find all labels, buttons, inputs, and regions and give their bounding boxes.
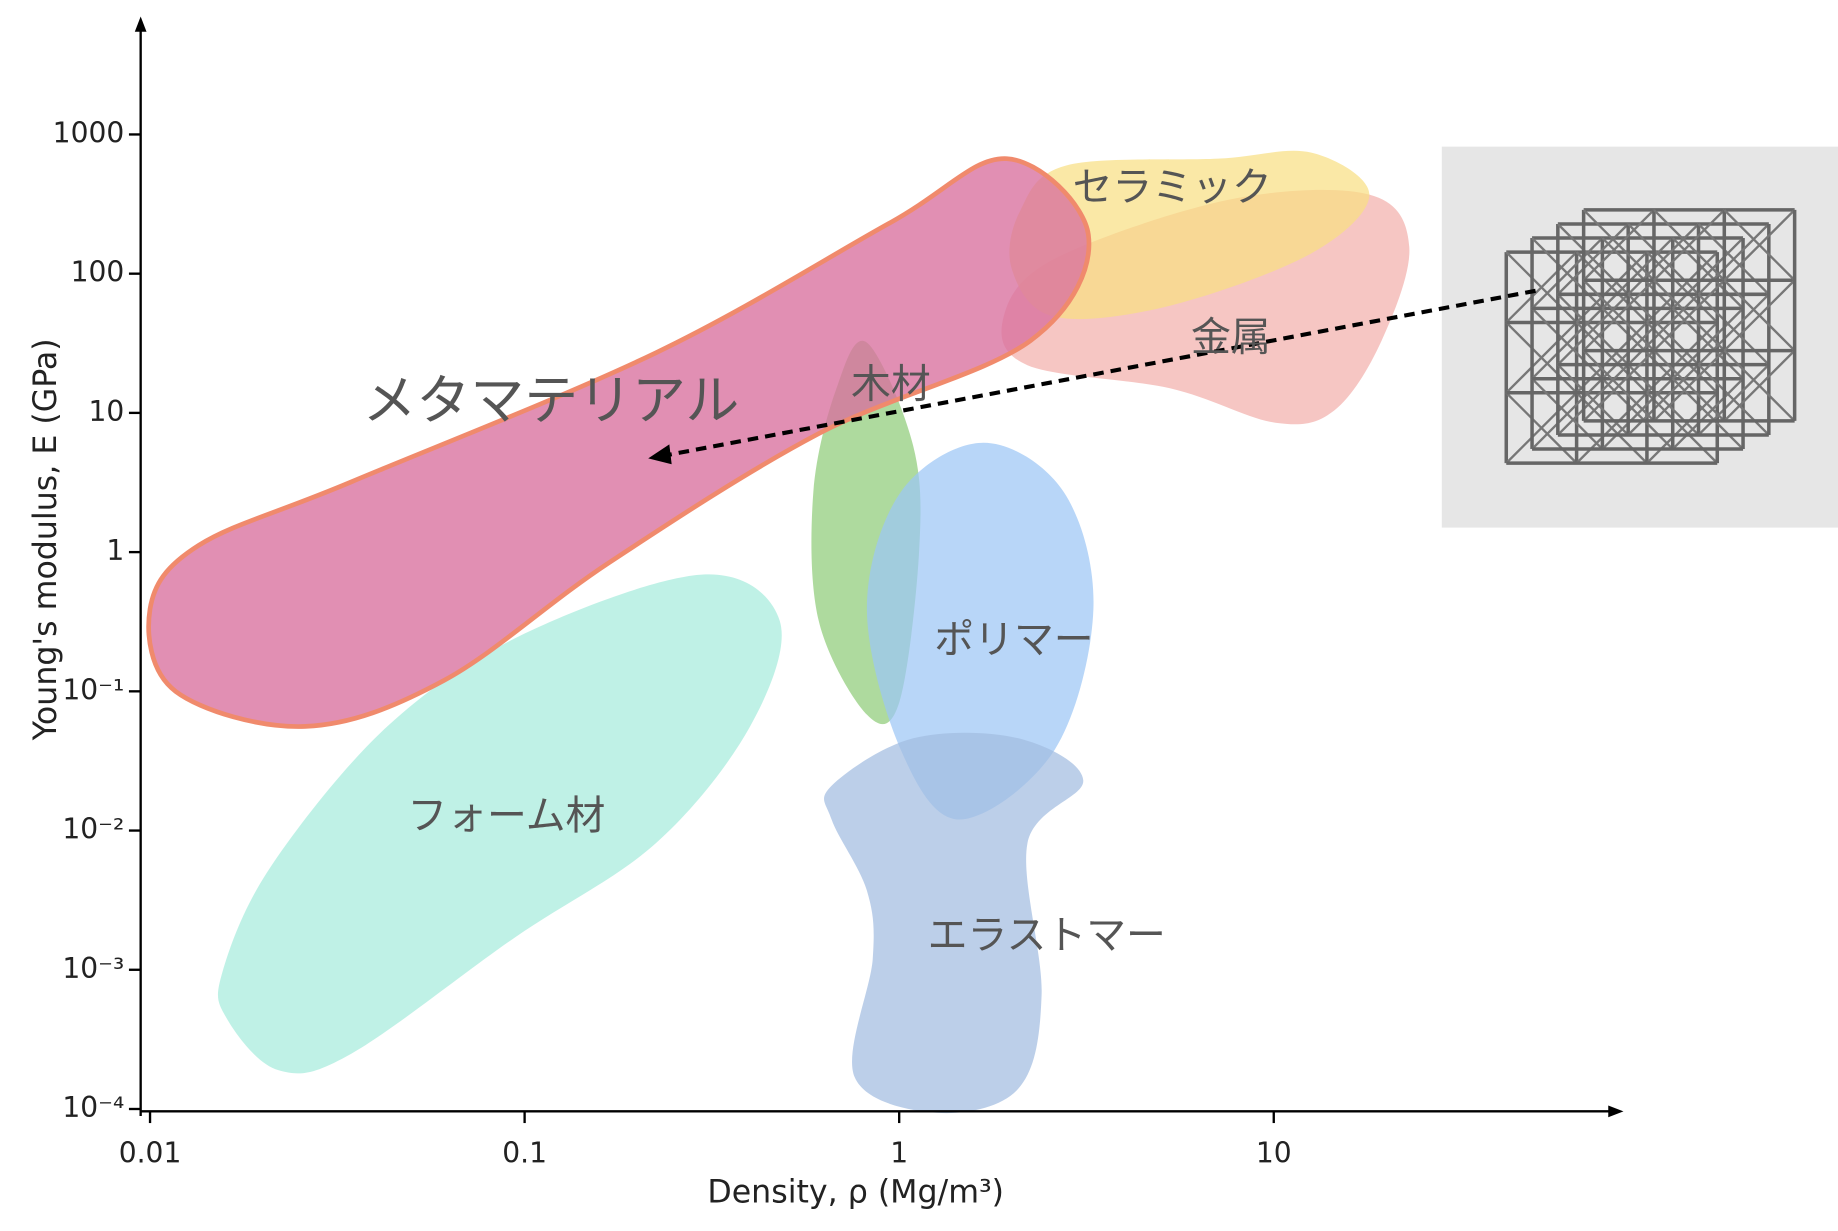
x-tick-label: 0.01 xyxy=(119,1137,182,1170)
region-label: 金属 xyxy=(1191,315,1271,361)
lattice-strut xyxy=(1582,349,1655,422)
lattice-strut xyxy=(1531,307,1604,380)
lattice-strut xyxy=(1671,377,1744,450)
y-tick-label: 10⁻⁴ xyxy=(62,1091,124,1124)
lattice-strut xyxy=(1653,209,1726,282)
region-label: メタマテリアル xyxy=(363,369,740,432)
y-tick-label: 10⁻² xyxy=(62,813,124,846)
region-label: セラミック xyxy=(1073,164,1272,210)
region xyxy=(866,442,1094,820)
region xyxy=(217,574,782,1074)
lattice-strut xyxy=(1671,307,1744,380)
regions xyxy=(146,150,1410,1114)
lattice-strut xyxy=(1627,293,1700,366)
lattice-strut xyxy=(1582,209,1655,282)
x-tick-label: 1 xyxy=(890,1137,908,1170)
y-tick-label: 1000 xyxy=(53,116,125,149)
lattice-strut xyxy=(1697,223,1770,296)
y-tick-label: 100 xyxy=(71,256,125,289)
x-axis-arrow xyxy=(1608,1105,1624,1118)
y-tick-label: 10 xyxy=(88,395,124,428)
lattice-strut xyxy=(1531,377,1604,450)
region xyxy=(824,732,1084,1114)
region-label: 木材 xyxy=(851,361,931,407)
y-axis-arrow xyxy=(134,16,147,32)
lattice-photo xyxy=(1441,146,1838,528)
lattice-strut xyxy=(1697,363,1770,436)
lattice-strut xyxy=(1723,279,1796,352)
lattice-strut xyxy=(1627,223,1700,296)
lattice-strut xyxy=(1671,237,1744,310)
lattice-strut xyxy=(1557,293,1630,366)
lattice-strut xyxy=(1575,251,1648,324)
x-tick-label: 0.1 xyxy=(502,1137,547,1170)
lattice-strut xyxy=(1557,223,1630,296)
region xyxy=(1009,150,1370,320)
pointer-arrow xyxy=(667,288,1536,457)
region-label: フォーム材 xyxy=(407,793,605,839)
lattice-strut xyxy=(1505,391,1578,464)
lattice-strut xyxy=(1531,237,1604,310)
lattice-strut xyxy=(1575,391,1648,464)
lattice-strut xyxy=(1627,363,1700,436)
lattice-strut xyxy=(1646,321,1719,394)
lattice-strut xyxy=(1582,279,1655,352)
lattice-strut xyxy=(1601,307,1674,380)
lattice-strut xyxy=(1646,391,1719,464)
lattice-strut xyxy=(1575,321,1648,394)
region-label: エラストマー xyxy=(928,912,1166,958)
lattice-strut xyxy=(1697,293,1770,366)
region xyxy=(146,156,1092,729)
pointer-arrow-head xyxy=(648,444,672,465)
lattice-strut xyxy=(1653,279,1726,352)
y-tick-label: 10⁻³ xyxy=(62,952,124,985)
lattice-strut xyxy=(1723,349,1796,422)
lattice-strut xyxy=(1646,251,1719,324)
lattice-strut xyxy=(1601,237,1674,310)
lattice-strut xyxy=(1505,251,1578,324)
y-axis-label: Young's modulus, E (GPa) xyxy=(28,338,64,741)
y-tick-label: 10⁻¹ xyxy=(62,673,124,706)
lattice-strut xyxy=(1557,363,1630,436)
lattice-strut xyxy=(1505,321,1578,394)
lattice-strut xyxy=(1653,349,1726,422)
lattice-strut xyxy=(1601,377,1674,450)
y-tick-label: 1 xyxy=(106,534,124,567)
x-axis-label: Density, ρ (Mg/m³) xyxy=(707,1174,1004,1210)
lattice-strut xyxy=(1723,209,1796,282)
x-tick-label: 10 xyxy=(1256,1137,1292,1170)
region-label: ポリマー xyxy=(934,617,1093,663)
